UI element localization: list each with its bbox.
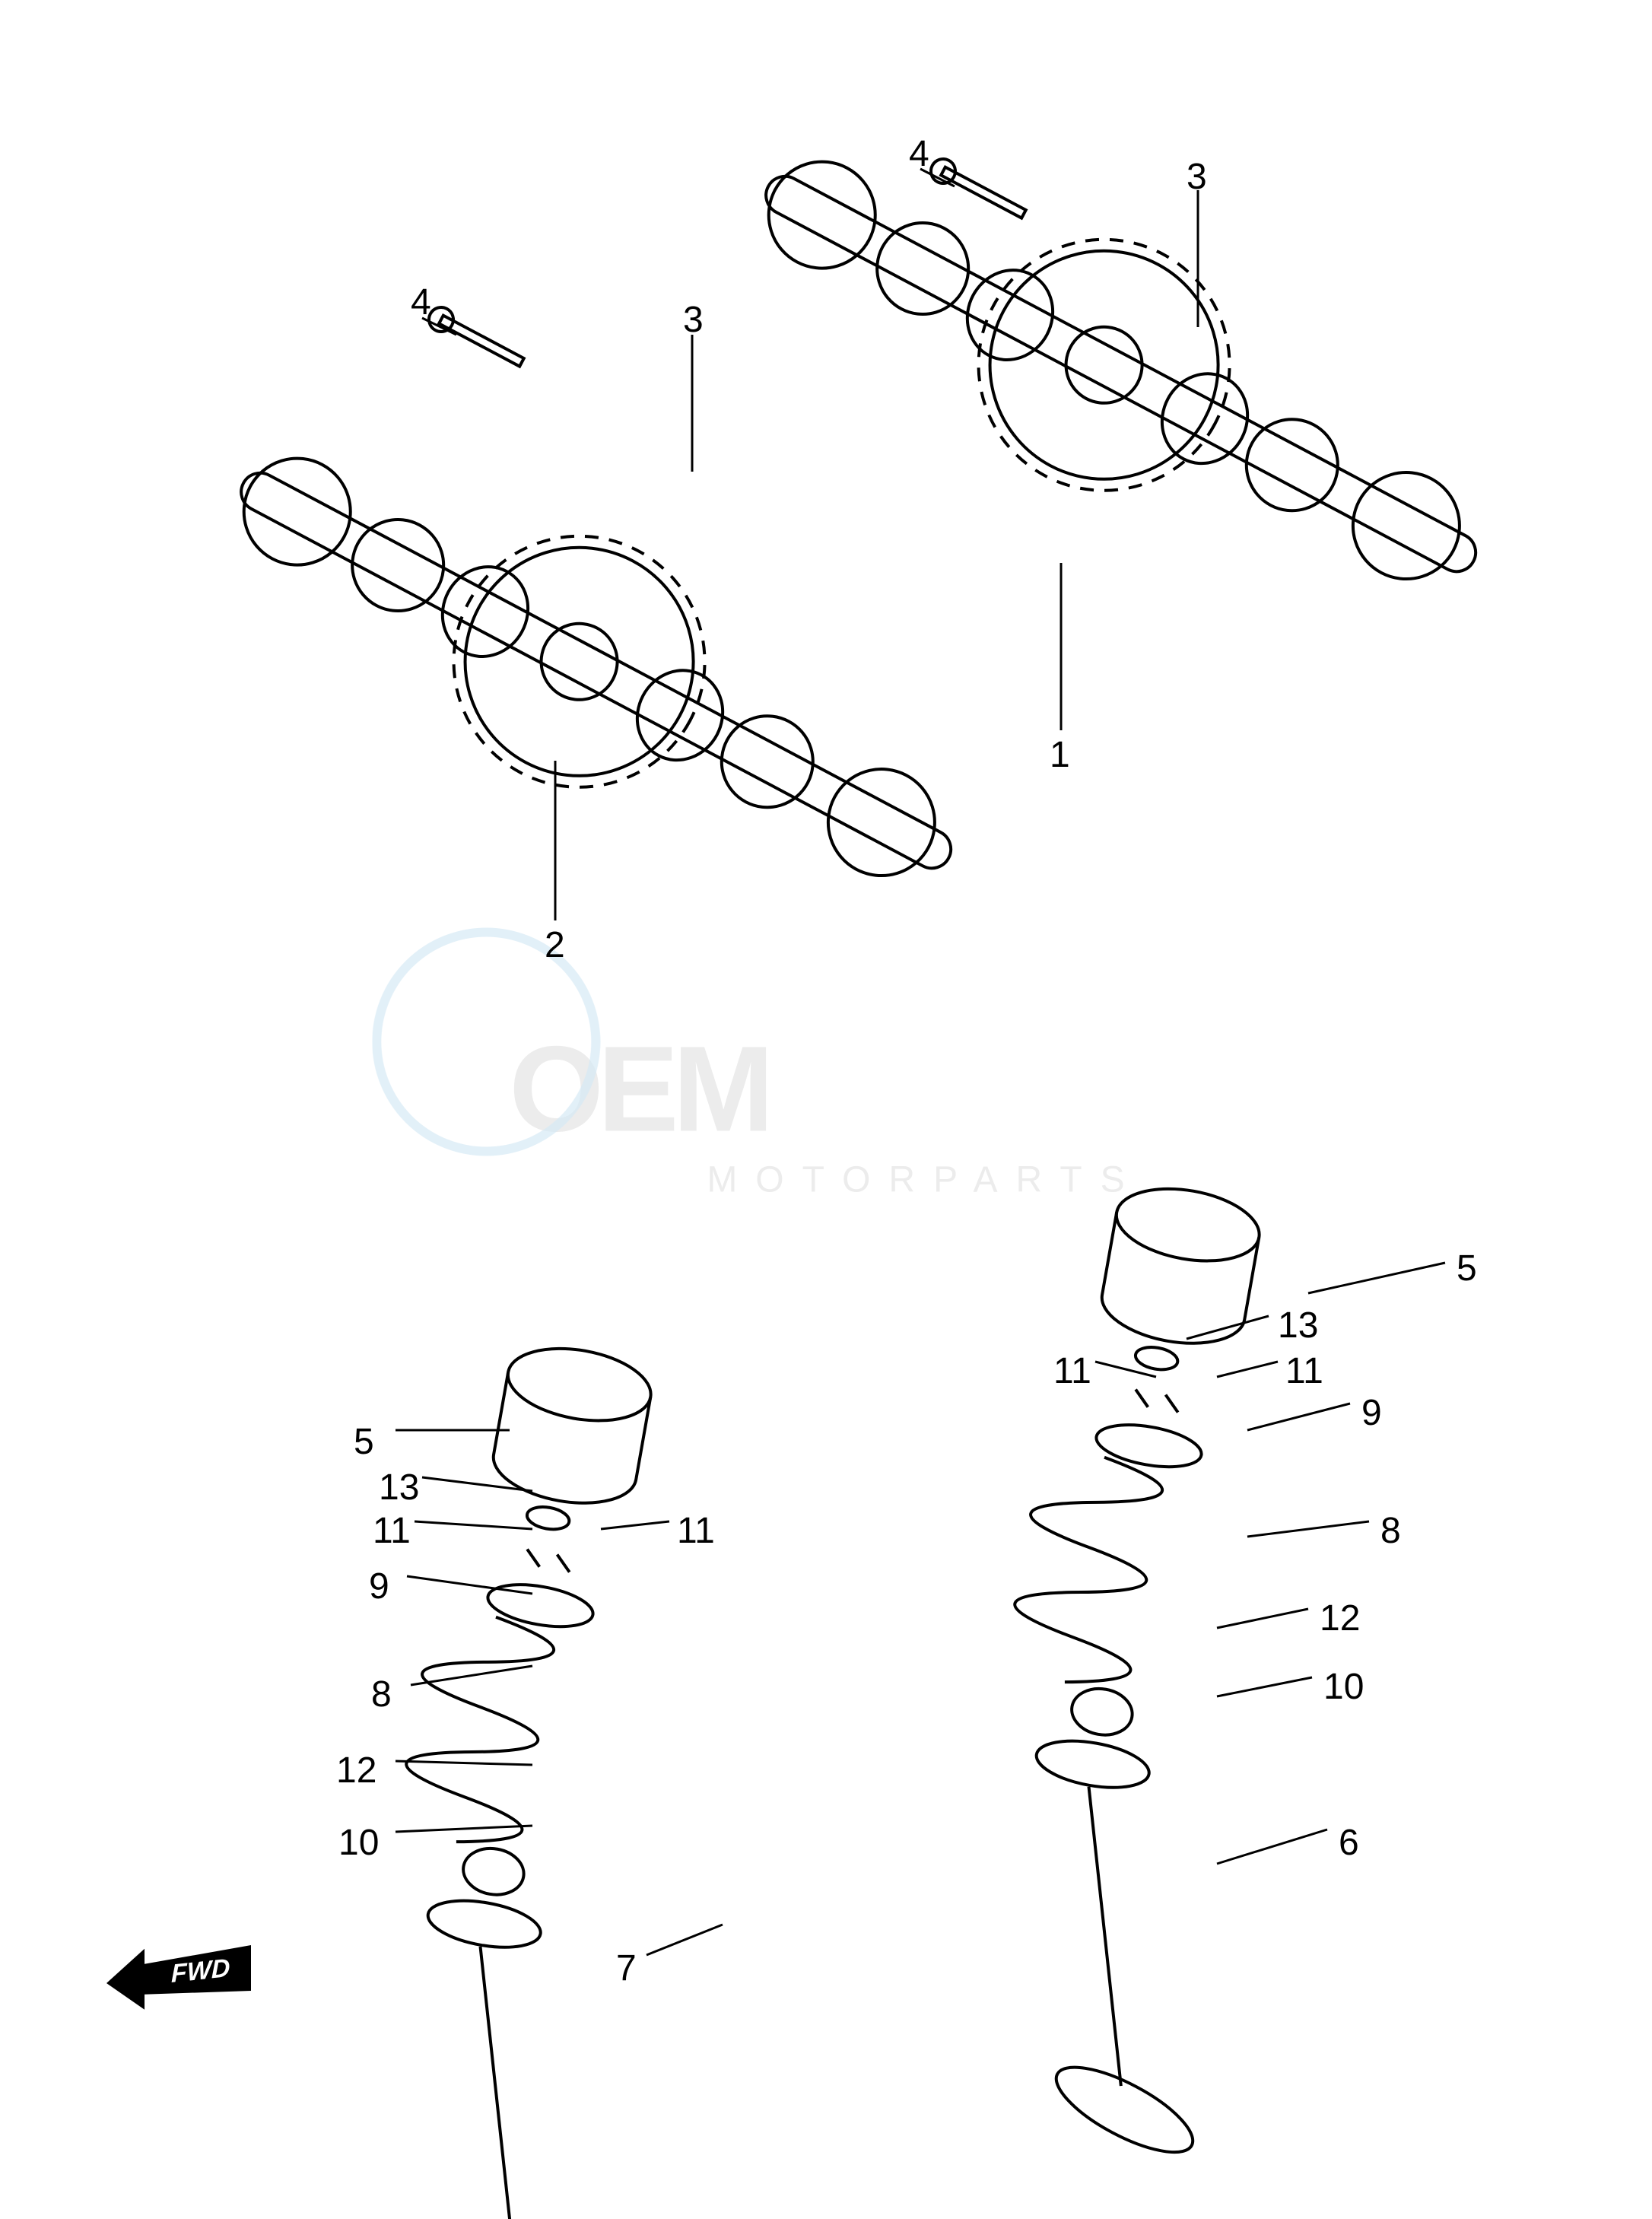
callout-11c: 11: [1053, 1350, 1091, 1392]
parts-illustration: [0, 0, 1652, 2219]
callout-9a: 9: [369, 1566, 389, 1607]
sprocket-bolt-right: [926, 154, 1029, 224]
callout-10b: 10: [1323, 1666, 1364, 1708]
camshaft-exhaust: [185, 372, 1008, 968]
callout-5a: 5: [354, 1421, 374, 1463]
callout-1: 1: [1050, 734, 1070, 776]
leader-lines: [396, 169, 1445, 1955]
callout-11b: 11: [677, 1510, 715, 1552]
sprocket-bolt-left: [424, 303, 527, 373]
callout-4b: 4: [909, 133, 929, 175]
callout-3b: 3: [1187, 156, 1207, 198]
fwd-direction-badge: FWD: [106, 1945, 259, 2021]
callout-5b: 5: [1457, 1248, 1477, 1289]
callout-12b: 12: [1320, 1597, 1360, 1639]
callout-11a: 11: [373, 1510, 411, 1552]
callout-8b: 8: [1380, 1510, 1401, 1552]
valve-stack-exhaust: [316, 1333, 746, 2219]
callout-13a: 13: [379, 1467, 419, 1508]
callout-11d: 11: [1285, 1350, 1323, 1392]
callout-2: 2: [545, 924, 565, 966]
callout-3a: 3: [683, 299, 704, 341]
callout-6: 6: [1339, 1822, 1359, 1864]
parts-diagram: OEM MOTORPARTS: [0, 0, 1652, 2219]
callout-10a: 10: [338, 1822, 379, 1864]
callout-12a: 12: [336, 1750, 376, 1791]
camshaft-intake: [710, 75, 1533, 672]
callout-8a: 8: [371, 1674, 392, 1715]
callout-9b: 9: [1361, 1392, 1382, 1434]
callout-7: 7: [616, 1947, 637, 1989]
callout-13b: 13: [1278, 1305, 1318, 1346]
callout-4a: 4: [411, 281, 431, 323]
